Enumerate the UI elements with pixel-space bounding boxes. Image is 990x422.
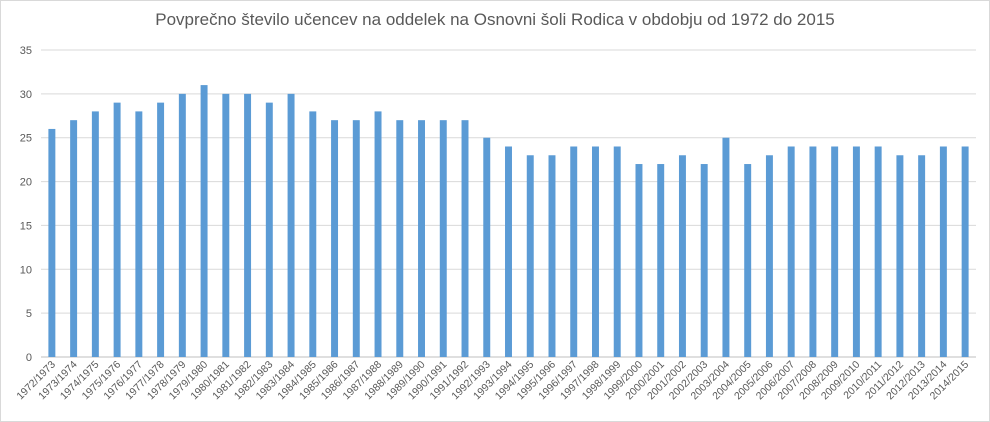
bar-2006-2007 (787, 146, 795, 357)
bar-1983-1984 (287, 93, 295, 358)
bar-2002-2003 (700, 164, 708, 357)
bar-1980-1981 (222, 93, 230, 358)
bar-1981-1982 (244, 93, 252, 358)
y-axis: 0 5 10 15 20 25 30 35 (20, 45, 32, 364)
bar-1974-1975 (91, 111, 99, 358)
bar-1994-1995 (526, 155, 534, 357)
x-axis: 1972/19731973/19741974/19751975/19761976… (14, 359, 971, 403)
y-tick-label: 10 (20, 264, 32, 276)
bar-2004-2005 (744, 164, 752, 357)
bar-1998-1999 (613, 146, 621, 357)
y-tick-label: 20 (20, 177, 32, 189)
bar-2008-2009 (831, 146, 839, 357)
bar-1977-1978 (157, 102, 165, 357)
bar-1972-1973 (48, 128, 56, 357)
y-tick-label: 30 (20, 89, 32, 101)
bars (48, 85, 969, 358)
bar-1985-1986 (331, 120, 339, 357)
bar-1988-1989 (396, 120, 404, 357)
bar-2000-2001 (657, 164, 665, 357)
bar-2010-2011 (874, 146, 882, 357)
bar-1991-1992 (461, 120, 469, 357)
bar-2003-2004 (722, 137, 730, 357)
bar-2013-2014 (939, 146, 947, 357)
chart-title: Povprečno število učencev na oddelek na … (155, 10, 835, 29)
bar-1979-1980 (200, 85, 208, 357)
bar-1992-1993 (483, 137, 491, 357)
bar-2001-2002 (678, 155, 686, 357)
bar-1997-1998 (592, 146, 599, 357)
bar-1996-1997 (570, 146, 578, 357)
bar-1986-1987 (352, 120, 360, 357)
bar-1975-1976 (113, 102, 121, 357)
y-tick-label: 35 (20, 45, 32, 57)
bar-2007-2008 (809, 146, 817, 357)
bar-1982-1983 (265, 102, 273, 357)
bar-1995-1996 (548, 155, 556, 357)
bar-1984-1985 (309, 111, 317, 358)
bar-2009-2010 (852, 146, 860, 357)
bar-2011-2012 (896, 155, 904, 357)
y-tick-label: 0 (26, 352, 32, 364)
bar-1993-1994 (505, 146, 512, 357)
bar-2005-2006 (765, 155, 773, 357)
bar-2012-2013 (918, 155, 926, 357)
bar-1973-1974 (70, 120, 78, 357)
y-tick-label: 15 (20, 220, 32, 232)
bar-1989-1990 (418, 120, 425, 357)
y-tick-label: 5 (26, 308, 32, 320)
bar-1999-2000 (635, 164, 643, 357)
y-tick-label: 25 (20, 133, 32, 145)
bar-1976-1977 (135, 111, 143, 358)
bar-1990-1991 (439, 120, 447, 357)
bar-2014-2015 (961, 146, 969, 357)
bar-1987-1988 (374, 111, 382, 358)
bar-1978-1979 (178, 93, 186, 358)
